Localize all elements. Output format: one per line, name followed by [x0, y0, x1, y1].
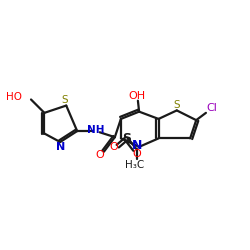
Text: Cl: Cl: [206, 104, 218, 114]
Text: N: N: [132, 139, 142, 152]
Text: NH: NH: [87, 125, 104, 135]
Text: OH: OH: [129, 91, 146, 101]
Text: N: N: [56, 142, 65, 152]
Text: O: O: [132, 149, 141, 159]
Text: H₃C: H₃C: [125, 160, 144, 170]
Text: O: O: [109, 142, 118, 152]
Text: S: S: [174, 100, 180, 110]
Text: O: O: [95, 150, 104, 160]
Text: S: S: [62, 95, 68, 105]
Text: S: S: [122, 132, 131, 145]
Text: HO: HO: [6, 92, 22, 102]
